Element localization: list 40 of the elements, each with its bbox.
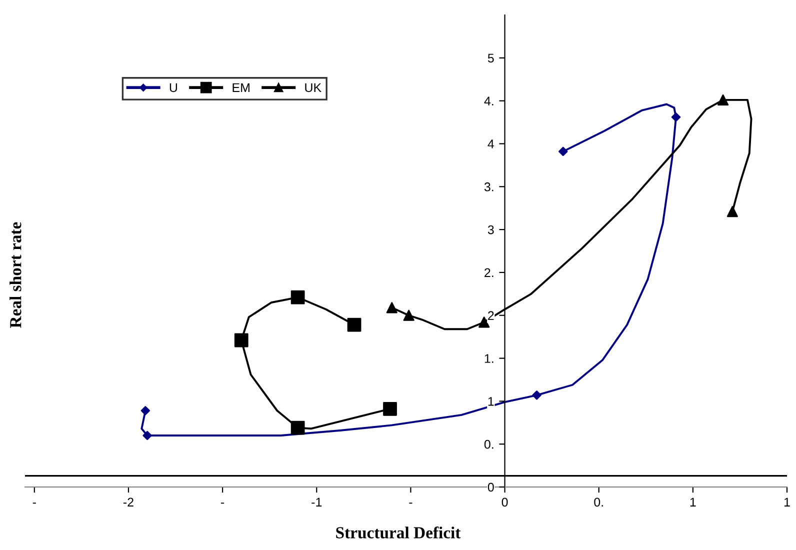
y-tick-label: 4. — [484, 96, 494, 106]
legend-label: UK — [305, 83, 322, 92]
point — [671, 112, 681, 122]
y-tick-label: 0. — [484, 440, 494, 449]
y-tick-label: 2. — [484, 268, 494, 277]
y-tick-label: 0 — [488, 482, 494, 492]
x-tick-label: - — [221, 502, 224, 504]
y-tick-label: 4 — [488, 140, 494, 148]
y-tick-label: 3 — [488, 225, 494, 234]
x-tick-label: 1 — [690, 498, 696, 506]
legend-label: U — [170, 83, 178, 92]
point — [532, 390, 542, 400]
point — [717, 94, 729, 106]
x-tick-label: - — [32, 502, 36, 504]
y-tick-label: 2 — [488, 311, 494, 320]
point — [234, 333, 248, 348]
point — [478, 316, 490, 328]
x-axis-title: Structural Deficit — [336, 526, 461, 538]
x-tick-label: 0 — [502, 498, 508, 507]
point — [347, 318, 362, 332]
y-tick-label: 1. — [484, 354, 494, 363]
point — [386, 302, 398, 314]
point — [290, 420, 305, 435]
x-tick-label: -1 — [312, 498, 322, 506]
point — [558, 146, 568, 156]
point — [383, 402, 397, 416]
point — [140, 406, 150, 416]
y-axis-title: Real short rate — [10, 222, 22, 328]
point — [726, 206, 738, 218]
point — [142, 430, 152, 440]
point — [290, 290, 305, 304]
x-tick-label: -2 — [123, 498, 134, 506]
x-tick-label: - — [409, 502, 412, 504]
x-tick-label: 1 — [784, 498, 790, 506]
legend-label: EM — [232, 83, 250, 92]
y-tick-label: 1 — [488, 397, 494, 406]
y-tick-label: 3. — [484, 182, 494, 192]
y-tick-label: 5 — [488, 54, 494, 63]
x-tick-label: 0. — [594, 498, 603, 507]
point — [403, 310, 414, 321]
